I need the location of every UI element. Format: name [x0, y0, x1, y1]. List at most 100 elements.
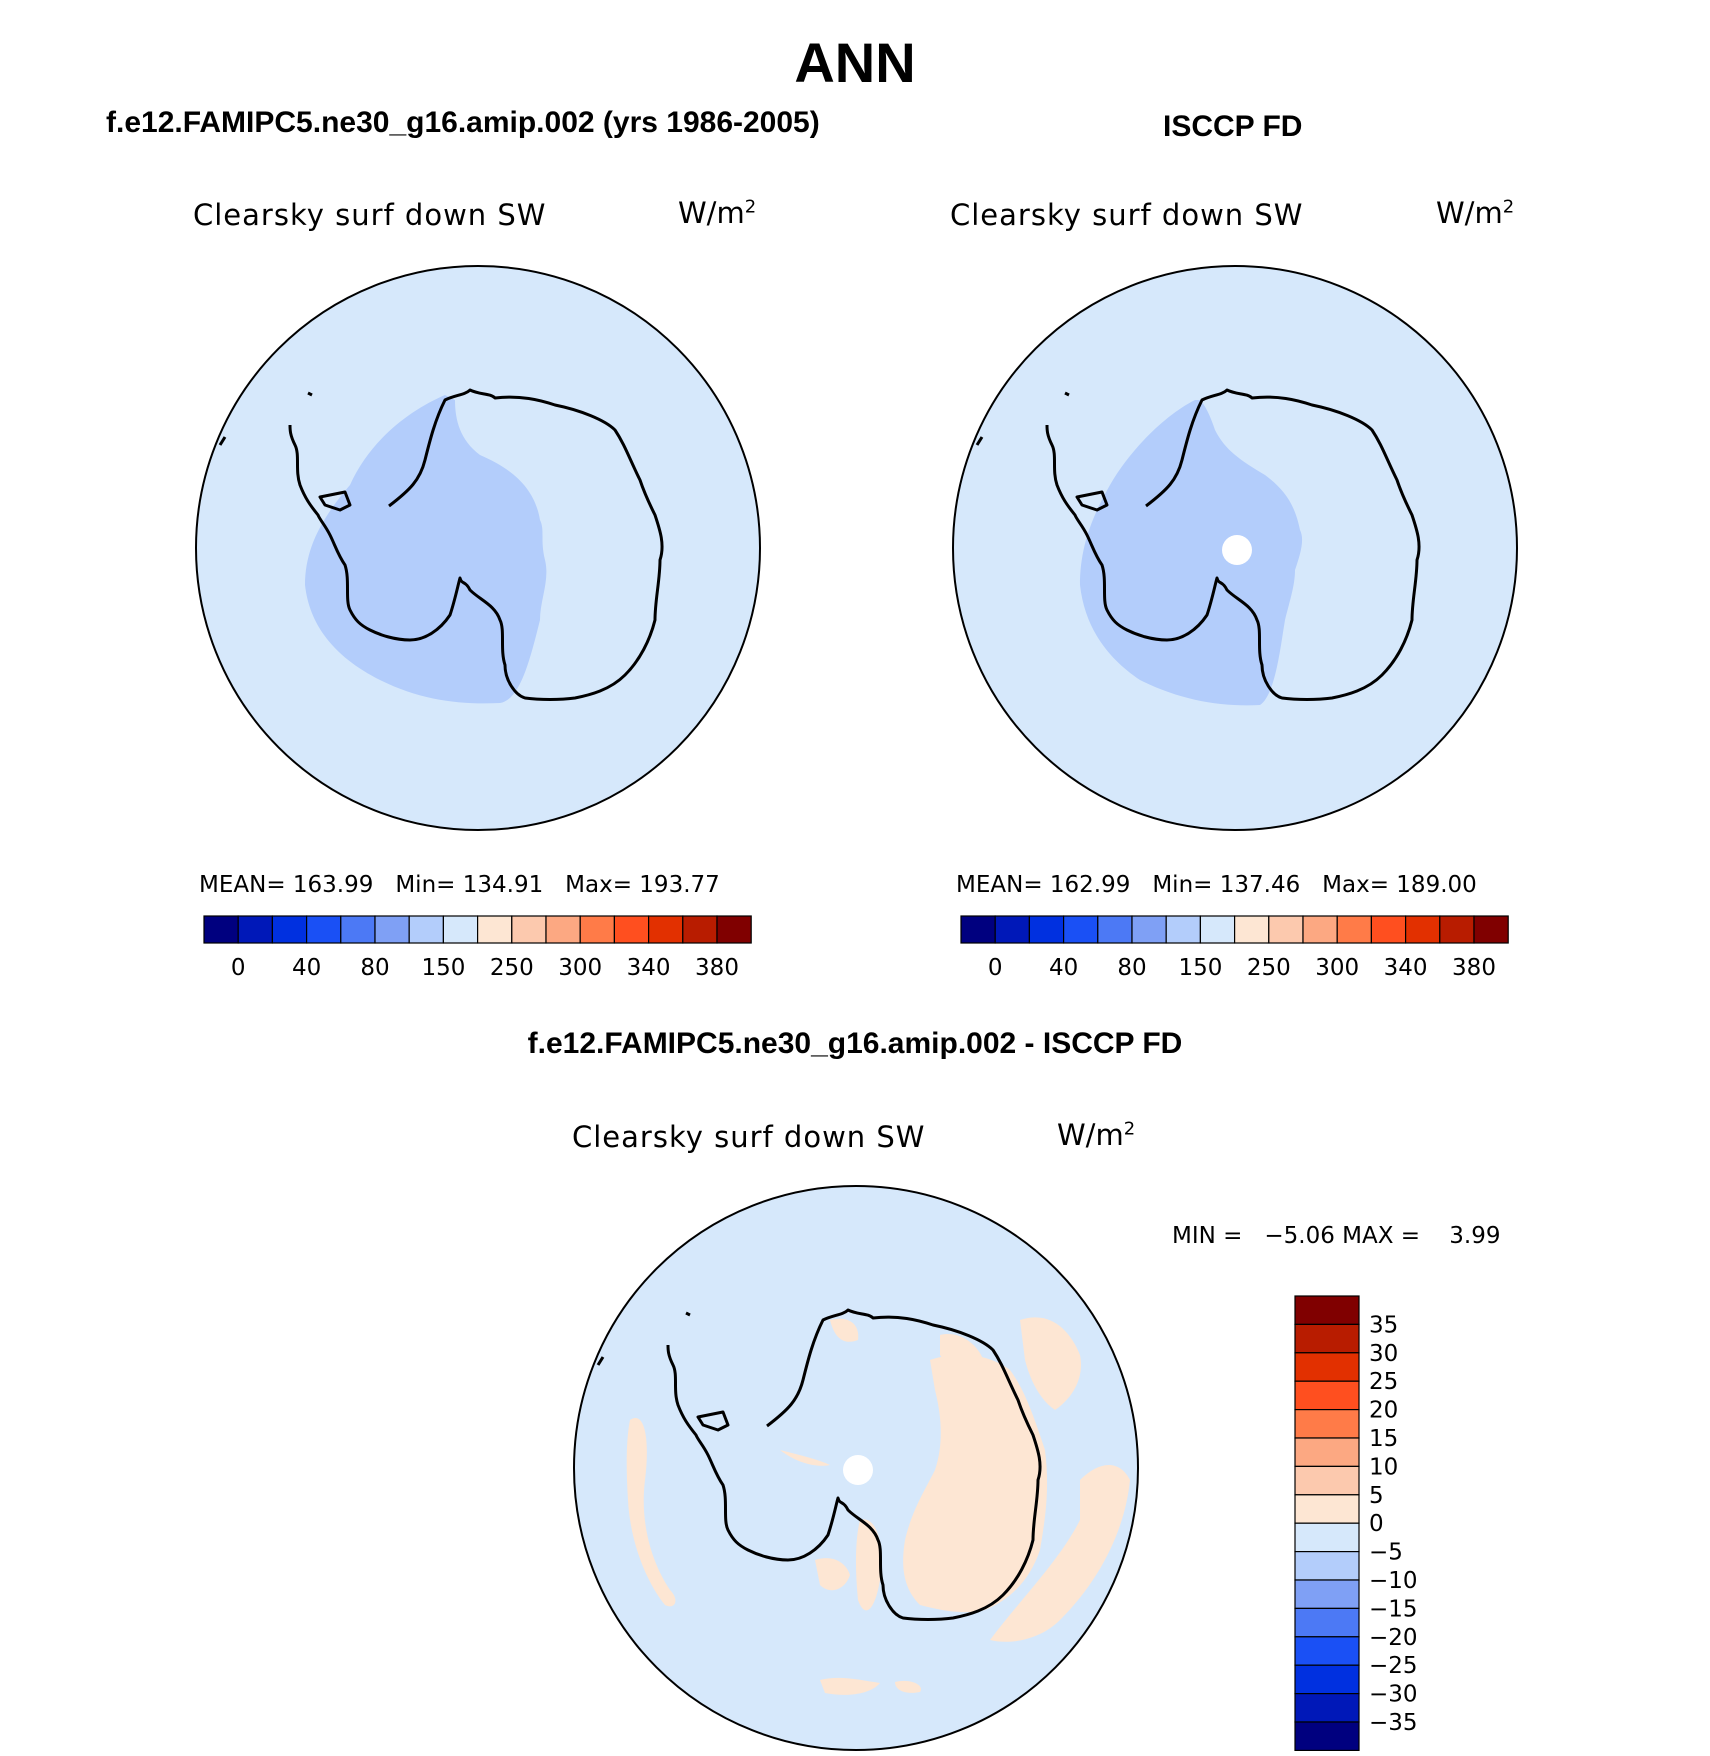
diff-colorbar-swatch	[1294, 1465, 1360, 1496]
diff-colorbar-swatch	[1294, 1522, 1360, 1553]
model-colorbar-swatch	[237, 915, 273, 944]
figure-title: ANN	[794, 31, 916, 94]
diff-colorbar-swatch	[1294, 1295, 1360, 1325]
obs-colorbar: 0 40 80 150 250 300 340 380	[960, 915, 1509, 981]
model-colorbar-tick-label: 340	[627, 955, 671, 981]
diff-colorbar-tick-label: 0	[1369, 1511, 1384, 1537]
diff-colorbar-swatch	[1294, 1494, 1360, 1524]
diff-colorbar-tick-label: −20	[1369, 1625, 1418, 1651]
obs-variable-label: Clearsky surf down SW	[950, 198, 1304, 232]
obs-colorbar-swatch	[1336, 915, 1372, 944]
diff-colorbar-tick-label: 30	[1369, 1341, 1398, 1367]
model-colorbar-tick-label: 300	[558, 955, 602, 981]
diff-colorbar-tick-label: −15	[1369, 1596, 1418, 1622]
diff-colorbar-swatch	[1294, 1323, 1360, 1354]
obs-units: W/m2	[1436, 196, 1515, 230]
obs-colorbar-swatch	[1097, 915, 1133, 944]
diff-colorbar-swatch	[1294, 1437, 1360, 1467]
obs-colorbar-tick-label: 40	[1049, 955, 1078, 981]
model-colorbar-swatch	[306, 915, 342, 944]
obs-colorbar-swatch	[1199, 915, 1236, 944]
diff-colorbar-swatch	[1294, 1408, 1360, 1439]
obs-colorbar-swatch	[994, 915, 1031, 944]
diff-map	[574, 1186, 1138, 1750]
model-colorbar-swatch	[340, 915, 376, 944]
obs-colorbar-swatch	[1404, 915, 1441, 944]
model-colorbar-swatch	[716, 915, 752, 944]
obs-colorbar-swatch	[1165, 915, 1201, 944]
diff-panel-title: f.e12.FAMIPC5.ne30_g16.amip.002 - ISCCP …	[527, 1027, 1183, 1060]
model-map	[196, 266, 760, 830]
diff-colorbar-swatch	[1294, 1550, 1360, 1581]
obs-map-border	[952, 265, 1518, 831]
obs-colorbar-swatch	[960, 915, 996, 944]
model-colorbar-swatch	[647, 915, 684, 944]
model-colorbar-tick-label: 80	[360, 955, 389, 981]
model-panel-title: f.e12.FAMIPC5.ne30_g16.amip.002 (yrs 198…	[106, 106, 820, 139]
model-colorbar-swatch	[682, 915, 718, 944]
model-colorbar-tick-label: 40	[292, 955, 321, 981]
model-colorbar-swatch	[579, 915, 616, 944]
model-colorbar-swatch	[545, 915, 581, 944]
model-colorbar-swatch	[203, 915, 239, 944]
obs-colorbar-tick-label: 150	[1178, 955, 1222, 981]
diff-colorbar-swatch	[1294, 1579, 1360, 1609]
diff-colorbar-swatch	[1294, 1352, 1360, 1382]
model-coastline	[218, 388, 664, 701]
obs-colorbar-tick-label: 300	[1315, 955, 1359, 981]
obs-panel-title: ISCCP FD	[1163, 110, 1303, 143]
obs-colorbar-swatch	[1302, 915, 1338, 944]
diff-colorbar-tick-label: −35	[1369, 1710, 1418, 1736]
obs-map	[953, 266, 1517, 830]
model-colorbar-swatch	[613, 915, 650, 944]
obs-colorbar-swatch	[1370, 915, 1407, 944]
obs-colorbar-tick-label: 0	[988, 955, 1003, 981]
diff-colorbar-swatch	[1294, 1692, 1360, 1723]
diff-map-border	[573, 1185, 1139, 1751]
diff-colorbar-tick-label: −25	[1369, 1653, 1418, 1679]
diff-units: W/m2	[1057, 1118, 1136, 1152]
model-colorbar-tick-label: 0	[231, 955, 246, 981]
diff-colorbar-swatch	[1294, 1380, 1360, 1411]
model-colorbar: 0 40 80 150 250 300 340 380	[203, 915, 752, 981]
model-colorbar-swatch	[442, 915, 479, 944]
diff-colorbar-tick-label: 25	[1369, 1369, 1398, 1395]
obs-coastline	[975, 388, 1421, 701]
diff-missing-data	[843, 1455, 873, 1485]
model-stats: MEAN= 163.99 Min= 134.91 Max= 193.77	[199, 872, 720, 898]
obs-stats: MEAN= 162.99 Min= 137.46 Max= 189.00	[956, 872, 1477, 898]
model-colorbar-tick-label: 250	[490, 955, 534, 981]
model-colorbar-tick-label: 150	[421, 955, 465, 981]
diff-positive-patches	[626, 1317, 1130, 1695]
model-colorbar-swatch	[511, 915, 547, 944]
model-colorbar-swatch	[374, 915, 410, 944]
model-colorbar-swatch	[271, 915, 308, 944]
obs-colorbar-tick-label: 250	[1247, 955, 1291, 981]
diff-colorbar-tick-label: −5	[1369, 1540, 1403, 1566]
obs-colorbar-swatch	[1028, 915, 1065, 944]
obs-colorbar-swatch	[1062, 915, 1099, 944]
diff-colorbar-swatch	[1294, 1721, 1360, 1751]
diff-colorbar-swatch	[1294, 1636, 1360, 1666]
diff-colorbar-tick-label: 5	[1369, 1483, 1384, 1509]
obs-colorbar-tick-label: 340	[1384, 955, 1428, 981]
model-colorbar-swatch	[477, 915, 513, 944]
diff-colorbar-tick-label: −10	[1369, 1568, 1418, 1594]
diff-colorbar-tick-label: 15	[1369, 1426, 1398, 1452]
model-variable-label: Clearsky surf down SW	[193, 198, 547, 232]
diff-colorbar-swatch	[1294, 1607, 1360, 1638]
obs-colorbar-swatch	[1268, 915, 1304, 944]
model-map-border	[195, 265, 761, 831]
diff-colorbar-tick-label: 35	[1369, 1312, 1398, 1338]
diff-minmax: MIN = −5.06 MAX = 3.99	[1172, 1223, 1501, 1249]
obs-low-region	[1080, 400, 1303, 706]
obs-colorbar-swatch	[1439, 915, 1475, 944]
diff-colorbar-tick-label: −30	[1369, 1682, 1418, 1708]
diff-variable-label: Clearsky surf down SW	[572, 1120, 926, 1154]
obs-colorbar-tick-label: 380	[1452, 955, 1496, 981]
diff-colorbar-tick-label: 20	[1369, 1398, 1398, 1424]
obs-missing-data	[1222, 535, 1252, 565]
diff-coastline	[596, 1308, 1042, 1621]
